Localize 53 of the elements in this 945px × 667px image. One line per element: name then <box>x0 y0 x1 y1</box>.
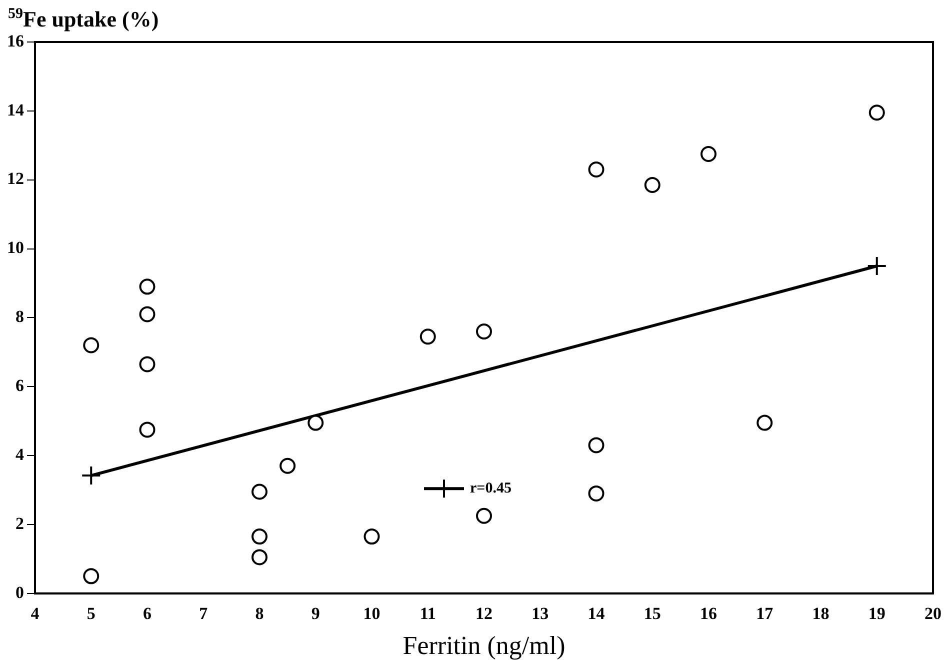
point <box>83 568 100 584</box>
x-tick-label: 11 <box>420 604 436 623</box>
y-tick-label: 0 <box>16 582 24 602</box>
point <box>588 162 604 178</box>
x-axis-title: Ferritin (ng/ml) <box>402 631 566 660</box>
y-tick-label: 8 <box>16 307 24 326</box>
x-tick-label: 6 <box>143 604 152 623</box>
y-tick-label: 6 <box>16 376 24 396</box>
y-tick-label: 4 <box>16 444 24 464</box>
y-tick-label: 16 <box>7 31 24 50</box>
point <box>83 337 100 354</box>
point <box>588 485 604 502</box>
point <box>280 458 296 474</box>
y-tick-label: 12 <box>7 169 24 188</box>
point <box>364 528 380 545</box>
point <box>308 414 324 431</box>
point <box>252 484 268 500</box>
x-tick-label: 13 <box>532 604 549 623</box>
y-tick-label: 2 <box>16 514 24 533</box>
point <box>139 306 156 322</box>
x-tick-label: 17 <box>756 604 774 623</box>
x-tick-label: 15 <box>644 604 661 623</box>
point <box>81 466 102 486</box>
y-tick-label: 10 <box>7 238 24 258</box>
point <box>756 414 773 431</box>
x-tick-label: 16 <box>700 604 717 623</box>
x-tick-label: 18 <box>812 604 830 623</box>
legend-label: r=0.45 <box>470 480 512 497</box>
point <box>139 422 156 438</box>
point <box>868 104 885 121</box>
point <box>476 323 492 340</box>
point <box>700 146 716 162</box>
x-tick-label: 12 <box>476 604 492 623</box>
x-tick-label: 7 <box>199 604 208 623</box>
point <box>588 437 604 454</box>
x-tick-label: 20 <box>924 604 942 623</box>
x-tick-label: 10 <box>363 604 380 623</box>
x-tick-label: 14 <box>588 604 606 623</box>
x-tick-label: 8 <box>255 604 264 623</box>
y-tick-label: 14 <box>7 100 24 120</box>
point <box>644 177 660 194</box>
x-tick-label: 5 <box>86 604 96 623</box>
point <box>139 278 156 295</box>
point <box>476 508 492 524</box>
x-tick-label: 19 <box>868 604 886 623</box>
point <box>252 528 268 545</box>
point <box>139 356 156 372</box>
point <box>252 549 268 566</box>
x-tick-label: 4 <box>30 604 40 623</box>
point <box>420 328 436 345</box>
x-tick-label: 9 <box>311 604 320 623</box>
point <box>866 256 887 276</box>
y-axis-title: $^{59}$Fe uptake (%) <box>8 6 159 32</box>
